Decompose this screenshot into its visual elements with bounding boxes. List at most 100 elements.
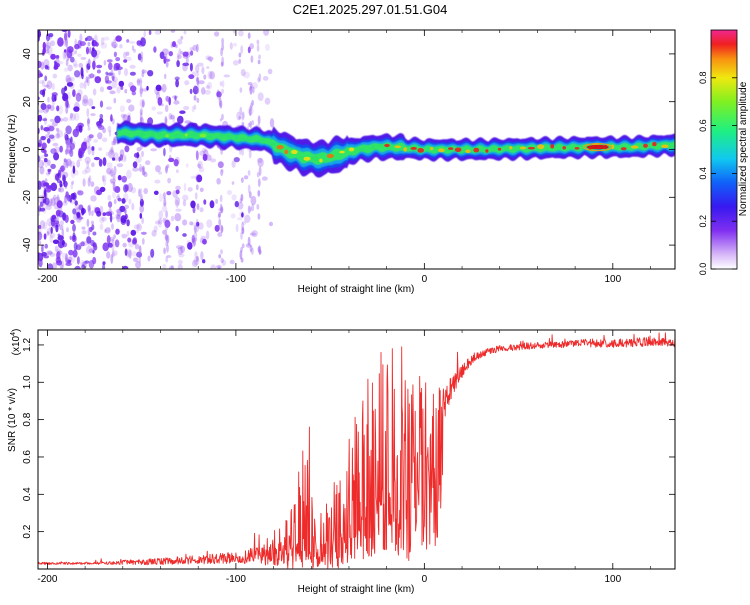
y-tick-label: 0.8 <box>22 412 33 426</box>
noise-speckle <box>196 79 200 90</box>
noise-speckle <box>87 177 91 187</box>
noise-speckle <box>141 217 145 224</box>
noise-speckle <box>136 223 142 232</box>
noise-speckle <box>78 242 82 250</box>
noise-speckle <box>101 216 107 222</box>
noise-speckle <box>138 253 142 259</box>
noise-speckle <box>262 76 269 81</box>
noise-speckle <box>140 37 147 47</box>
noise-speckle <box>54 245 59 252</box>
noise-speckle <box>164 219 171 228</box>
noise-speckle <box>82 94 89 104</box>
noise-speckle <box>58 61 64 65</box>
noise-speckle <box>86 35 93 42</box>
noise-speckle <box>193 95 197 101</box>
noise-speckle <box>131 45 135 51</box>
noise-speckle <box>44 197 50 206</box>
noise-speckle <box>69 142 75 150</box>
noise-speckle <box>196 174 203 183</box>
noise-speckle <box>131 91 136 96</box>
ridge-blob <box>184 133 188 137</box>
noise-speckle <box>87 227 91 236</box>
noise-speckle <box>68 249 74 256</box>
noise-speckle <box>142 170 145 176</box>
noise-speckle <box>57 129 63 138</box>
spectrogram-y-label: Frequency (Hz) <box>7 115 18 184</box>
noise-speckle <box>85 76 89 83</box>
noise-speckle <box>87 41 91 47</box>
noise-speckle <box>189 47 194 51</box>
noise-speckle <box>48 125 55 132</box>
noise-speckle <box>248 150 252 159</box>
noise-speckle <box>66 91 71 101</box>
noise-speckle <box>66 192 70 200</box>
noise-speckle <box>45 42 52 49</box>
noise-speckle <box>110 167 114 178</box>
noise-speckle <box>231 194 237 201</box>
noise-speckle <box>257 92 264 101</box>
noise-speckle <box>158 171 163 175</box>
noise-speckle <box>50 182 58 192</box>
noise-speckle <box>97 132 103 140</box>
noise-speckle <box>52 262 58 269</box>
noise-speckle <box>96 64 103 69</box>
noise-speckle <box>129 40 136 44</box>
noise-speckle <box>74 38 77 48</box>
noise-speckle <box>56 130 60 139</box>
noise-speckle <box>196 97 200 103</box>
noise-speckle <box>203 199 207 205</box>
spectrogram-ridge <box>117 120 675 178</box>
ridge-blob <box>430 147 434 151</box>
noise-speckle <box>114 239 120 248</box>
noise-speckle <box>244 214 251 223</box>
ridge-blob <box>371 144 375 150</box>
noise-speckle <box>111 41 114 47</box>
noise-speckle <box>129 71 136 76</box>
noise-speckle <box>113 234 116 240</box>
noise-speckle <box>196 203 200 210</box>
noise-speckle <box>111 41 118 49</box>
noise-speckle <box>46 231 50 236</box>
noise-speckle <box>33 162 37 167</box>
noise-speckle <box>128 104 135 112</box>
noise-speckle <box>43 116 48 126</box>
noise-speckle <box>191 106 195 113</box>
noise-speckle <box>71 140 76 146</box>
noise-speckle <box>93 156 100 161</box>
noise-speckle <box>193 224 200 233</box>
noise-speckle <box>238 30 244 37</box>
noise-speckle <box>108 201 113 208</box>
x-tick-label: 100 <box>604 574 621 585</box>
noise-speckle <box>81 98 89 107</box>
noise-speckle <box>72 223 76 232</box>
noise-speckle <box>113 97 117 104</box>
noise-speckle <box>230 213 236 219</box>
noise-speckle <box>113 165 117 176</box>
colorbar-gradient <box>711 30 737 269</box>
noise-speckle <box>72 59 78 67</box>
noise-speckle <box>91 146 95 151</box>
noise-speckle <box>241 243 245 249</box>
noise-speckle <box>221 37 225 46</box>
noise-speckle <box>69 235 72 240</box>
noise-speckle <box>206 66 210 69</box>
noise-speckle <box>62 50 67 60</box>
noise-speckle <box>64 67 68 72</box>
noise-speckle <box>56 200 63 209</box>
noise-speckle <box>241 112 245 121</box>
noise-speckle <box>72 208 77 215</box>
ridge-blob <box>234 135 240 140</box>
noise-speckle <box>267 68 273 75</box>
noise-speckle <box>257 157 263 164</box>
noise-speckle <box>140 107 143 116</box>
noise-speckle <box>81 72 84 80</box>
noise-speckle <box>43 187 47 196</box>
noise-speckle <box>121 175 127 183</box>
noise-speckle <box>179 110 186 114</box>
noise-speckle <box>175 225 179 232</box>
ridge-blob <box>190 132 199 137</box>
noise-speckle <box>72 128 80 138</box>
noise-speckle <box>114 186 121 193</box>
noise-speckle <box>139 87 143 98</box>
